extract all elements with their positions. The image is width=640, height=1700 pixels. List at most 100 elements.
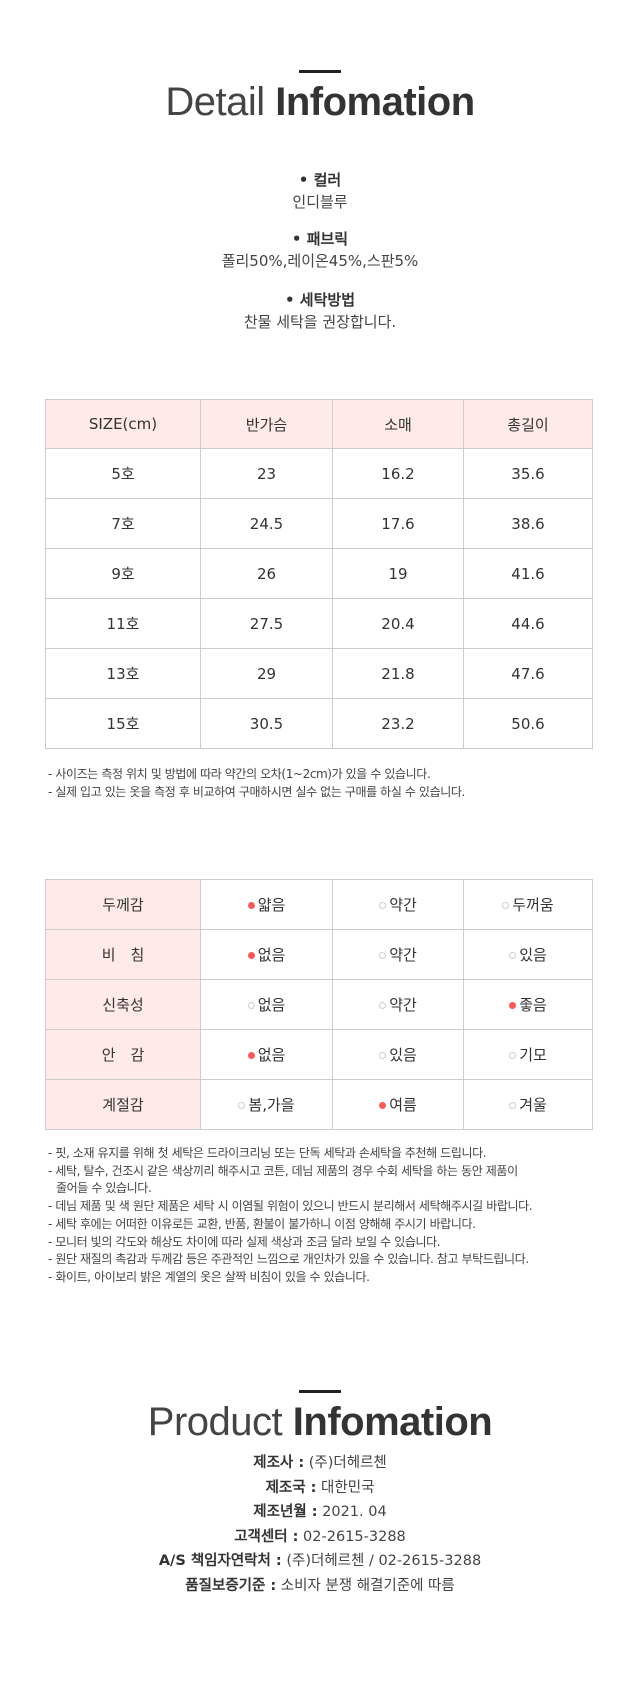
option-label: 좋음: [519, 996, 547, 1014]
info-manufacturer: 제조사 : (주)더헤르첸: [253, 1455, 387, 1471]
feel-option: 좋음: [463, 979, 593, 1030]
selected-dot-icon: [509, 1002, 517, 1009]
header-cell: 소매: [332, 399, 464, 449]
size-row: 7호 24.5 17.6 38.6: [45, 498, 593, 549]
size-cell: 41.6: [463, 548, 593, 599]
size-cell: 26: [200, 548, 333, 599]
size-cell: 24.5: [200, 498, 333, 549]
selected-dot-icon: [379, 1102, 387, 1109]
feel-row: 신축성 없음 약간 좋음: [45, 979, 593, 1030]
option-label: 없음: [257, 996, 286, 1014]
feel-option: 없음: [200, 929, 333, 980]
unselected-dot-icon: [379, 1052, 387, 1059]
feel-option: 있음: [332, 1029, 464, 1080]
size-row: 11호 27.5 20.4 44.6: [45, 598, 593, 649]
option-label: 있음: [519, 946, 547, 964]
option-label: 있음: [389, 1046, 417, 1064]
option-label: 봄,가을: [248, 1096, 295, 1114]
size-cell: 9호: [45, 548, 201, 599]
size-cell: 44.6: [463, 598, 593, 649]
size-table: SIZE(cm) 반가슴 소매 총길이 5호 23 16.2 35.6 7호 24.5 17…: [45, 399, 593, 749]
unselected-dot-icon: [247, 1002, 255, 1009]
spec-washing: • 세탁방법 찬물 세탁을 권장합니다.: [243, 291, 397, 331]
size-cell: 7호: [45, 498, 201, 549]
feel-option: 없음: [200, 1029, 333, 1080]
size-cell: 50.6: [463, 698, 593, 749]
feel-label: 비 침: [45, 929, 201, 980]
feel-option: 기모: [463, 1029, 593, 1080]
size-row: 5호 23 16.2 35.6: [45, 448, 593, 499]
unselected-dot-icon: [379, 902, 387, 909]
size-cell: 5호: [45, 448, 201, 499]
size-cell: 23: [200, 448, 333, 499]
feel-option: 없음: [200, 979, 333, 1030]
size-cell: 27.5: [200, 598, 333, 649]
feel-label: 신축성: [45, 979, 201, 1030]
size-cell: 38.6: [463, 498, 593, 549]
feel-option: 봄,가을: [200, 1079, 333, 1130]
option-label: 얇음: [257, 896, 286, 914]
feel-option: 있음: [463, 929, 593, 980]
size-cell: 30.5: [200, 698, 333, 749]
feel-label: 계절감: [45, 1079, 201, 1130]
unselected-dot-icon: [502, 902, 510, 909]
feel-row: 두께감 얇음 약간 두꺼움: [45, 879, 593, 930]
option-label: 없음: [257, 1046, 286, 1064]
info-date: 제조년월 : 2021. 04: [253, 1504, 387, 1520]
unselected-dot-icon: [509, 1052, 517, 1059]
info-quality: 품질보증기준 : 소비자 분쟁 해결기준에 따름: [185, 1577, 455, 1594]
size-notes: - 사이즈는 측정 위치 및 방법에 따라 약간의 오차(1~2cm)가 있을 …: [48, 767, 465, 799]
size-cell: 47.6: [463, 648, 593, 699]
feel-row: 안 감 없음 있음 기모: [45, 1029, 593, 1080]
selected-dot-icon: [247, 952, 255, 959]
feel-option: 여름: [332, 1079, 464, 1130]
option-label: 없음: [257, 946, 286, 964]
feel-row: 계절감 봄,가을 여름 겨울: [45, 1079, 593, 1130]
option-label: 기모: [519, 1046, 547, 1064]
product-info: 제조사 : (주)더헤르첸 제조국 : 대한민국 제조년월 : 2021. 04…: [0, 1451, 640, 1598]
size-cell: 11호: [45, 598, 201, 649]
detail-title: Detail Infomation: [165, 80, 475, 124]
size-cell: 15호: [45, 698, 201, 749]
size-cell: 23.2: [332, 698, 464, 749]
spec-fabric: • 패브릭 폴리50%,레이온45%,스판5%: [221, 230, 419, 270]
unselected-dot-icon: [509, 1102, 517, 1109]
title-divider: [299, 70, 341, 73]
option-label: 두꺼움: [512, 896, 554, 914]
unselected-dot-icon: [509, 952, 517, 959]
header-cell: 총길이: [463, 399, 593, 449]
feel-option: 약간: [332, 929, 464, 980]
option-label: 약간: [389, 996, 417, 1014]
feel-option: 약간: [332, 879, 464, 930]
unselected-dot-icon: [379, 1002, 387, 1009]
info-as-contact: A/S 책임자연락처 : (주)더헤르첸 / 02-2615-3288: [158, 1553, 482, 1569]
size-cell: 16.2: [332, 448, 464, 499]
feel-label: 안 감: [45, 1029, 201, 1080]
info-customer-center: 고객센터 : 02-2615-3288: [234, 1528, 406, 1545]
product-title: Product Infomation: [147, 1400, 493, 1444]
size-cell: 19: [332, 548, 464, 599]
size-cell: 20.4: [332, 598, 464, 649]
option-label: 약간: [389, 946, 417, 964]
spec-color: • 컬러 인디블루: [292, 171, 348, 211]
selected-dot-icon: [247, 1052, 255, 1059]
header-cell: SIZE(cm): [45, 399, 201, 449]
size-row: 9호 26 19 41.6: [45, 548, 593, 599]
unselected-dot-icon: [238, 1102, 246, 1109]
option-label: 약간: [389, 896, 417, 914]
size-cell: 13호: [45, 648, 201, 699]
info-country: 제조국 : 대한민국: [265, 1479, 375, 1496]
feel-option: 두꺼움: [463, 879, 593, 930]
feel-table: 두께감 얇음 약간 두꺼움 비 침 없음 약간 있음 신축성 없음 약간 좋음 안 감 없음 있음 기모 계절감…: [45, 879, 593, 1130]
feel-option: 겨울: [463, 1079, 593, 1130]
header-cell: 반가슴: [200, 399, 333, 449]
feel-option: 얇음: [200, 879, 333, 930]
selected-dot-icon: [247, 902, 255, 909]
care-notes: - 핏, 소재 유지를 위해 첫 세탁은 드라이크리닝 또는 단독 세탁과 손세…: [48, 1146, 533, 1284]
size-cell: 29: [200, 648, 333, 699]
size-cell: 21.8: [332, 648, 464, 699]
title-divider: [299, 1390, 341, 1393]
feel-option: 약간: [332, 979, 464, 1030]
option-label: 여름: [389, 1096, 417, 1114]
size-cell: 35.6: [463, 448, 593, 499]
